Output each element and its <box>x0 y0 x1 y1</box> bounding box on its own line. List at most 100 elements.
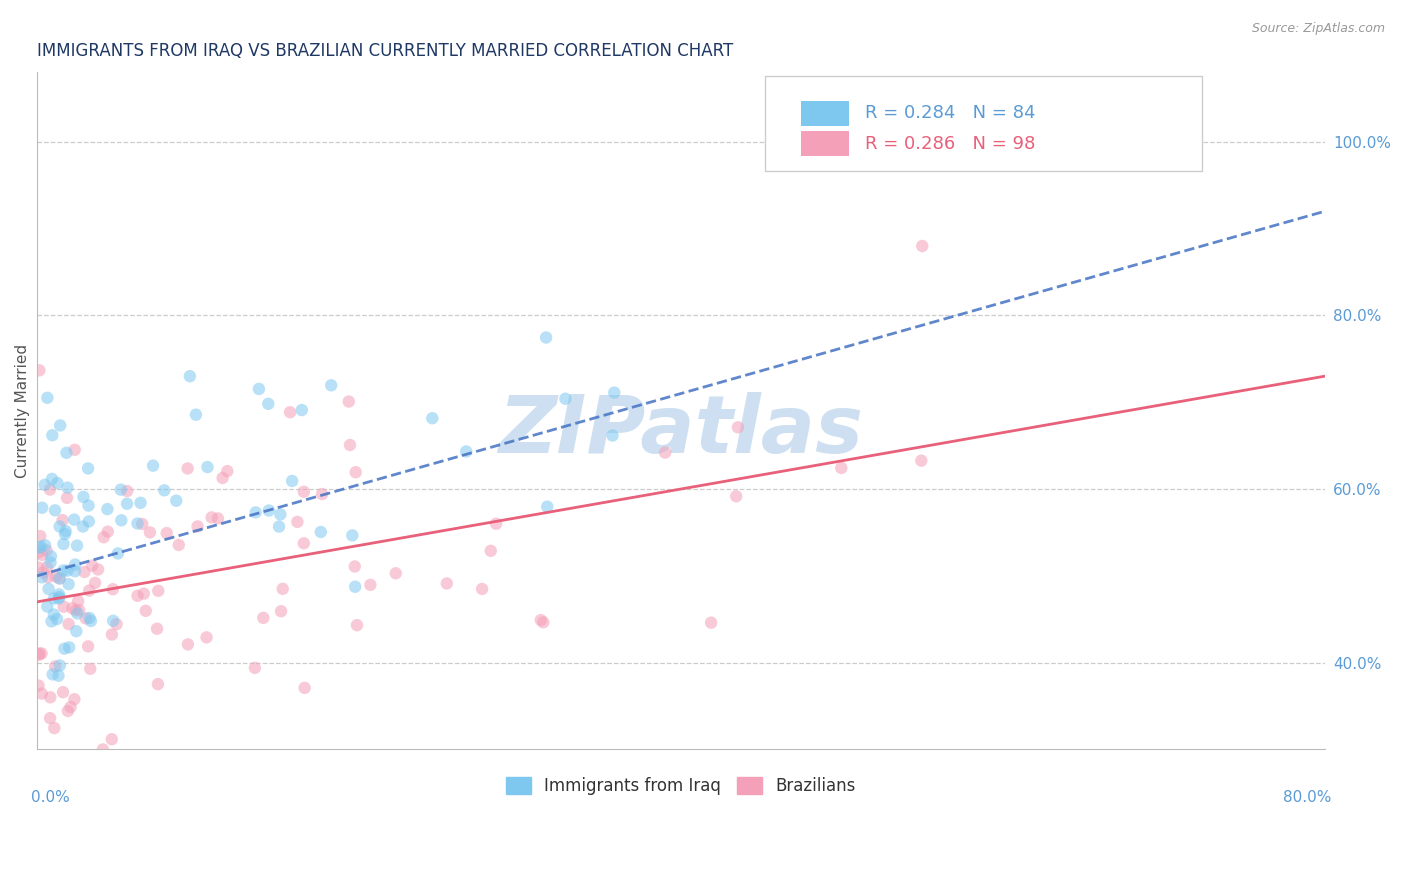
Point <box>84 575 107 590</box>
Point <box>479 543 502 558</box>
Point <box>31 500 53 515</box>
Point <box>129 496 152 510</box>
Point <box>48 571 70 585</box>
Point <box>27 545 49 559</box>
Point <box>34 538 56 552</box>
Point <box>337 394 360 409</box>
Point <box>384 566 406 581</box>
Point <box>41 428 63 442</box>
Point <box>725 489 748 503</box>
Point <box>101 582 124 597</box>
Point <box>28 363 51 377</box>
Point <box>66 539 89 553</box>
Text: IMMIGRANTS FROM IRAQ VS BRAZILIAN CURRENTLY MARRIED CORRELATION CHART: IMMIGRANTS FROM IRAQ VS BRAZILIAN CURREN… <box>37 42 733 60</box>
Point <box>44 503 66 517</box>
Point <box>27 560 49 574</box>
Point <box>34 478 56 492</box>
Point <box>52 564 75 578</box>
FancyBboxPatch shape <box>800 130 849 156</box>
Point <box>27 679 49 693</box>
Point <box>554 392 576 406</box>
Point <box>63 564 86 578</box>
Point <box>179 369 201 384</box>
Point <box>77 515 100 529</box>
Point <box>93 530 115 544</box>
Point <box>82 558 104 573</box>
Point <box>211 471 233 485</box>
Point <box>72 519 94 533</box>
Point <box>77 499 100 513</box>
Point <box>142 458 165 473</box>
Point <box>105 617 128 632</box>
Point <box>343 559 366 574</box>
Point <box>55 524 77 538</box>
Point <box>59 700 82 714</box>
Point <box>485 516 508 531</box>
Point <box>245 505 267 519</box>
Point <box>63 442 86 457</box>
Point <box>292 536 315 550</box>
Point <box>359 578 381 592</box>
Point <box>77 583 100 598</box>
Point <box>55 446 77 460</box>
Point <box>294 681 316 695</box>
Point <box>217 464 239 478</box>
Point <box>41 472 63 486</box>
Point <box>37 391 59 405</box>
Point <box>31 570 53 584</box>
Point <box>66 607 89 621</box>
Point <box>197 460 219 475</box>
Point <box>311 487 333 501</box>
Point <box>31 548 53 562</box>
Point <box>271 582 294 596</box>
Point <box>31 646 53 660</box>
Point <box>65 624 87 639</box>
Point <box>101 627 124 641</box>
Point <box>32 566 55 580</box>
Text: 80.0%: 80.0% <box>1282 790 1331 805</box>
Point <box>184 408 207 422</box>
Point <box>30 529 52 543</box>
Point <box>115 497 138 511</box>
Point <box>37 599 59 614</box>
Point <box>49 418 72 433</box>
Point <box>28 648 51 662</box>
Point <box>207 511 229 525</box>
Point <box>39 556 62 570</box>
Point <box>35 560 58 574</box>
Point <box>153 483 176 498</box>
Point <box>132 587 155 601</box>
Point <box>201 510 224 524</box>
Point <box>35 543 58 558</box>
Point <box>281 474 304 488</box>
Point <box>79 662 101 676</box>
Point <box>339 438 361 452</box>
Point <box>46 476 69 491</box>
FancyBboxPatch shape <box>765 76 1202 170</box>
Point <box>471 582 494 596</box>
Point <box>910 453 932 467</box>
Point <box>247 382 270 396</box>
Point <box>41 667 63 681</box>
Point <box>97 524 120 539</box>
Point <box>72 490 94 504</box>
Point <box>28 541 51 555</box>
Point <box>49 658 72 673</box>
Point <box>60 601 83 615</box>
Point <box>257 503 280 517</box>
Point <box>156 526 179 541</box>
Point <box>243 661 266 675</box>
Point <box>127 516 149 531</box>
Point <box>44 721 66 735</box>
Point <box>700 615 723 630</box>
Point <box>63 692 86 706</box>
Point <box>344 465 367 479</box>
Y-axis label: Currently Married: Currently Married <box>15 343 30 478</box>
Point <box>56 704 79 718</box>
Point <box>52 537 75 551</box>
Point <box>48 669 70 683</box>
Point <box>63 513 86 527</box>
Point <box>58 577 80 591</box>
Point <box>165 493 187 508</box>
Point <box>52 685 75 699</box>
